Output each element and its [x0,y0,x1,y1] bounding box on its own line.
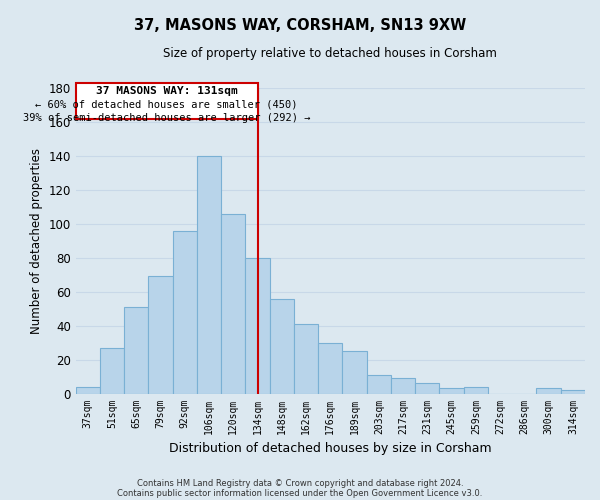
X-axis label: Distribution of detached houses by size in Corsham: Distribution of detached houses by size … [169,442,491,455]
Bar [367,375,391,394]
Bar [76,387,100,394]
FancyBboxPatch shape [76,83,257,118]
Bar [245,258,270,394]
Bar [197,156,221,394]
Bar [536,388,561,394]
Bar [221,214,245,394]
Bar [561,390,585,394]
Title: Size of property relative to detached houses in Corsham: Size of property relative to detached ho… [163,48,497,60]
Bar [439,388,464,394]
Bar [148,276,173,394]
Bar [270,298,294,394]
Text: Contains public sector information licensed under the Open Government Licence v3: Contains public sector information licen… [118,488,482,498]
Text: 39% of semi-detached houses are larger (292) →: 39% of semi-detached houses are larger (… [23,112,310,122]
Bar [464,387,488,394]
Bar [343,351,367,394]
Text: 37, MASONS WAY, CORSHAM, SN13 9XW: 37, MASONS WAY, CORSHAM, SN13 9XW [134,18,466,32]
Text: ← 60% of detached houses are smaller (450): ← 60% of detached houses are smaller (45… [35,99,298,109]
Bar [173,230,197,394]
Text: Contains HM Land Registry data © Crown copyright and database right 2024.: Contains HM Land Registry data © Crown c… [137,478,463,488]
Bar [100,348,124,394]
Bar [318,342,343,394]
Bar [415,384,439,394]
Bar [294,324,318,394]
Text: 37 MASONS WAY: 131sqm: 37 MASONS WAY: 131sqm [96,86,238,96]
Bar [391,378,415,394]
Y-axis label: Number of detached properties: Number of detached properties [30,148,43,334]
Bar [124,307,148,394]
